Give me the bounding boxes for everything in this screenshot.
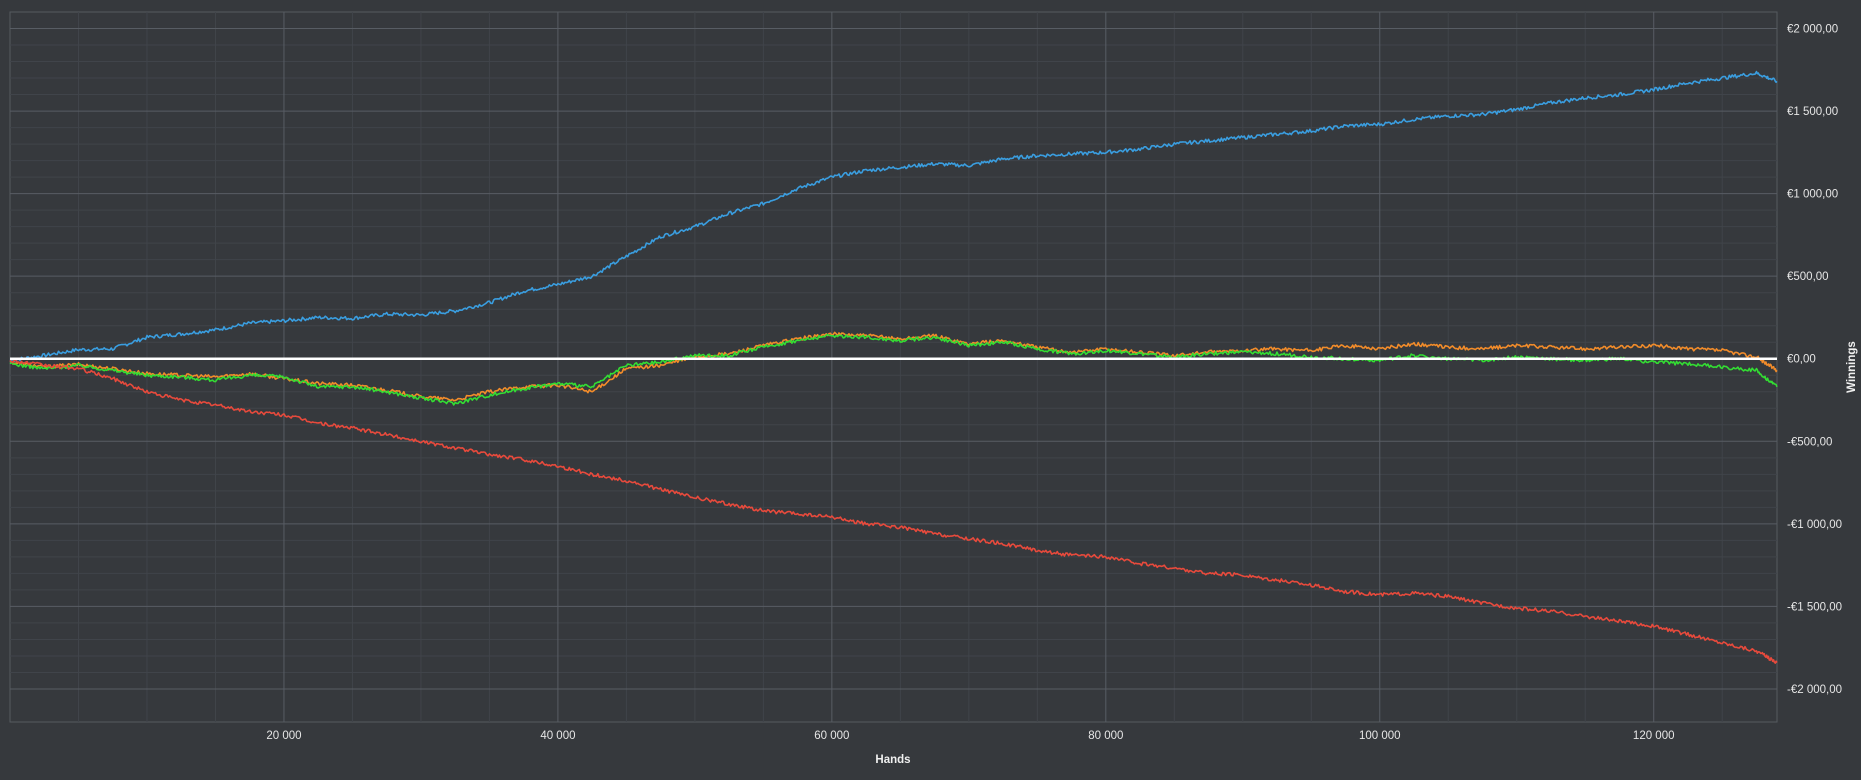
series-line-3 (9, 333, 1778, 406)
y-axis-title: Winnings (1846, 341, 1858, 393)
y-tick-label: €1 500,00 (1787, 106, 1838, 118)
plot-area-background (9, 11, 1778, 723)
y-tick-label: €1 000,00 (1787, 189, 1838, 201)
x-tick-label: 120 000 (1633, 730, 1675, 742)
x-tick-label: 80 000 (1088, 730, 1123, 742)
minor-grid (10, 12, 1777, 722)
y-tick-label: -€1 000,00 (1787, 519, 1842, 531)
x-axis-tick-labels: 20 000 40 000 60 000 80 000 100 000 120 000 (266, 730, 1674, 742)
major-grid (10, 12, 1777, 722)
x-tick-label: 100 000 (1359, 730, 1401, 742)
y-tick-label: -€500,00 (1787, 436, 1832, 448)
y-tick-label: -€2 000,00 (1787, 684, 1842, 696)
x-tick-label: 40 000 (540, 730, 575, 742)
x-tick-label: 60 000 (814, 730, 849, 742)
x-axis-title: Hands (875, 754, 910, 766)
y-tick-label: -€1 500,00 (1787, 601, 1842, 613)
series-line-4 (9, 359, 1778, 664)
y-tick-label: €500,00 (1787, 271, 1829, 283)
x-tick-label: 20 000 (266, 730, 301, 742)
series-line-2 (9, 331, 1778, 402)
series-line-1 (9, 70, 1778, 362)
y-axis-tick-labels: €2 000,00 €1 500,00 €1 000,00 €500,00 €0,00 -… (1787, 24, 1842, 696)
y-tick-label: €2 000,00 (1787, 24, 1838, 36)
y-tick-label: €0,00 (1787, 354, 1816, 366)
series-layer (9, 70, 1778, 664)
